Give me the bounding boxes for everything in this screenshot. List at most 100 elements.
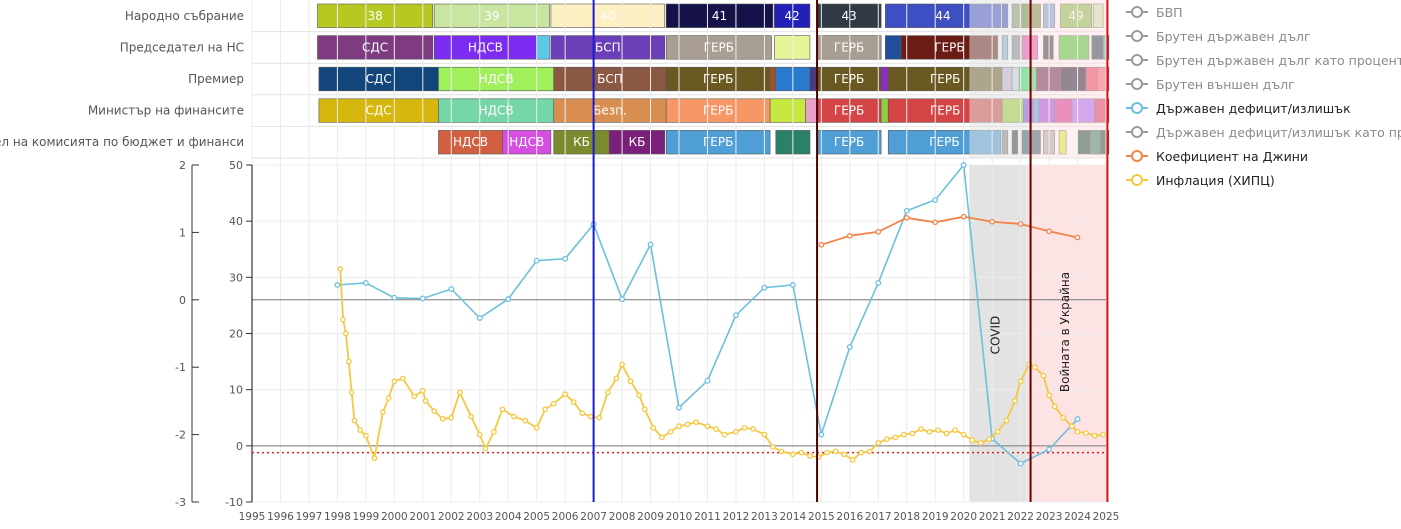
series-point [533,257,540,264]
legend-item[interactable]: Брутен държавен дълг [1126,26,1311,46]
timeline-segment [665,35,772,60]
series-point [636,392,642,399]
series-point [832,448,839,455]
x-tick-label: 2022 [1007,511,1034,523]
series-point [391,294,398,301]
timeline-segment-label: Безп. [593,104,627,118]
legend-marker-icon [1126,126,1148,138]
left-axis-tick-label: 2 [179,159,186,172]
timeline-segment [433,3,550,28]
band-label-covid: COVID [988,316,1002,355]
series-point [348,389,355,396]
legend-item[interactable]: БВП [1126,2,1183,22]
x-tick-label: 2002 [438,511,465,523]
series-point [476,315,483,321]
x-tick-label: 2021 [979,511,1006,523]
timeline-segment [769,66,777,92]
legend-label: Коефициент на Джини [1156,148,1309,164]
series-point [456,389,463,396]
x-tick-label: 2013 [751,511,778,523]
event-band-timeline [1026,0,1108,158]
series-point [482,445,489,452]
timeline-segment [550,3,666,28]
series-point [542,406,549,413]
series-line [821,215,1078,246]
series-point [522,417,529,424]
series-point [846,344,853,350]
timeline-segment [885,35,902,60]
series-point [1051,403,1058,410]
x-tick-label: 2005 [523,511,550,523]
series-point [579,410,586,417]
timeline-segment-label: ГЕРБ [703,72,733,86]
timeline-segment [880,98,889,123]
x-tick-label: 2017 [865,511,892,523]
series-point [741,425,748,431]
series-point [969,437,976,444]
series-point [1083,430,1089,436]
series-point [647,241,654,248]
series-point [468,413,475,420]
series-point [604,389,611,396]
timeline-row-label: Председател на НС [120,40,244,54]
series-point [345,358,352,365]
series-point [619,296,626,303]
legend-item[interactable]: Държавен дефицит/излишък [1126,98,1351,118]
series-point [511,413,517,420]
series-point [977,440,984,446]
series-point [952,427,958,433]
legend-item[interactable]: Държавен дефицит/излишък като процент от… [1126,122,1401,142]
series-point [476,431,483,438]
legend-marker-icon [1126,150,1148,162]
series-point [1046,228,1052,235]
right-axis-tick-label: 0 [236,440,243,453]
series-point [587,413,594,420]
x-tick-label: 2012 [723,511,750,523]
x-tick-label: 2024 [1064,511,1091,523]
series-point [391,378,398,385]
series-point [875,228,882,235]
timeline-segment-label: КБ [629,135,646,149]
timeline-segment-label: ГЕРБ [934,40,964,54]
series-point [1040,372,1047,379]
timeline-row-label: Председател на комисията по бюджет и фин… [0,135,244,149]
series-point [732,312,739,319]
series-point [824,449,830,456]
left-axis-tick-label: 1 [179,226,186,239]
timeline-segment-label: ГЕРБ [834,104,864,118]
timeline-segment-label: ГЕРБ [834,135,864,149]
series-point [491,428,497,435]
series-point [385,395,392,401]
timeline-segment-label: ГЕРБ [929,135,959,149]
legend-item[interactable]: Брутен държавен дълг като процент от БВП [1126,50,1401,70]
series-point [903,207,910,214]
timeline-segment-label: НДСВ [453,135,488,149]
timeline-segment [665,3,774,28]
legend-label: Брутен държавен дълг [1156,28,1311,44]
legend-item[interactable]: Инфлация (ХИПЦ) [1126,170,1275,190]
timeline-segment-label: ГЕРБ [703,135,733,149]
series-point [627,378,634,385]
x-tick-label: 2003 [466,511,493,523]
series-point [619,361,625,368]
series-point [337,266,344,272]
timeline-segment-label: ГЕРБ [703,104,733,118]
legend-item[interactable]: Коефициент на Джини [1126,146,1308,166]
right-axis-tick-label: 30 [229,271,243,284]
series-point [1074,234,1081,241]
x-tick-label: 2009 [637,511,664,523]
series-point [875,280,882,286]
series-point [676,404,682,411]
legend-item[interactable]: Брутен външен дълг [1126,74,1295,94]
legend-label: Държавен дефицит/излишък [1156,100,1351,116]
legend-marker-icon [1126,78,1148,90]
timeline-segment [502,130,552,155]
series-point [613,375,620,382]
series-point [334,282,341,288]
series-point [684,421,691,428]
timeline-segment [769,98,806,123]
series-point [419,295,426,302]
timeline-segment [880,66,889,92]
x-tick-label: 2004 [495,511,522,523]
